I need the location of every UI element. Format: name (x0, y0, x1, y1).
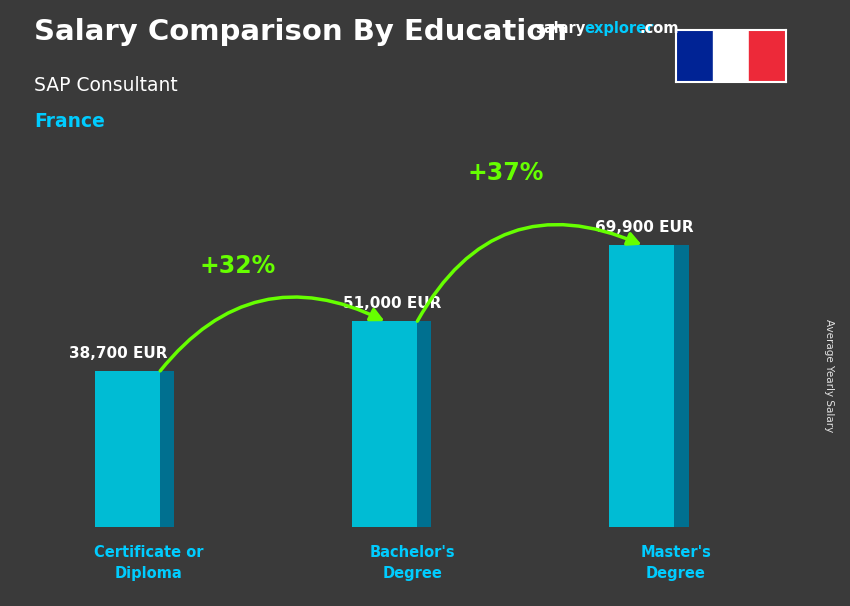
Bar (160, 371, 174, 527)
Text: France: France (34, 112, 105, 131)
Text: salary: salary (536, 21, 586, 36)
Bar (712, 30, 750, 82)
Text: Bachelor's
Degree: Bachelor's Degree (370, 545, 455, 581)
Bar (94, 371, 160, 527)
Bar (609, 245, 674, 527)
Bar (676, 30, 712, 82)
Text: 38,700 EUR: 38,700 EUR (69, 346, 167, 361)
Text: Salary Comparison By Education: Salary Comparison By Education (34, 18, 567, 46)
Bar (352, 321, 417, 527)
Text: 51,000 EUR: 51,000 EUR (343, 296, 441, 311)
Bar (675, 245, 688, 527)
FancyArrowPatch shape (160, 297, 381, 371)
Text: .com: .com (639, 21, 678, 36)
Text: Master's
Degree: Master's Degree (640, 545, 711, 581)
Bar (417, 321, 431, 527)
Text: +37%: +37% (468, 161, 544, 185)
Text: 69,900 EUR: 69,900 EUR (595, 220, 694, 235)
FancyArrowPatch shape (417, 225, 638, 321)
Text: +32%: +32% (199, 254, 275, 278)
Text: SAP Consultant: SAP Consultant (34, 76, 178, 95)
Bar (750, 30, 786, 82)
Text: explorer: explorer (585, 21, 654, 36)
Text: Average Yearly Salary: Average Yearly Salary (824, 319, 834, 432)
Text: Certificate or
Diploma: Certificate or Diploma (94, 545, 203, 581)
